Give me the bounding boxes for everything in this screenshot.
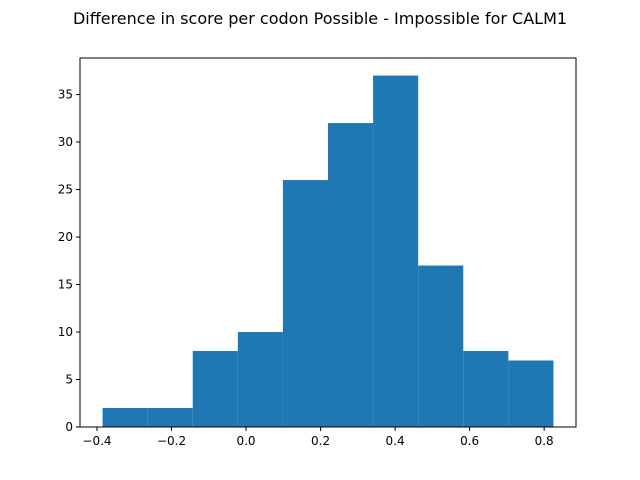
- histogram-bar-4: [282, 180, 329, 427]
- x-axis: −0.4 −0.2 0.0 0.2 0.4 0.6 0.8: [82, 427, 554, 448]
- y-tick-label: 15: [58, 278, 73, 292]
- histogram-bar-7: [418, 265, 464, 427]
- x-tick-label: 0.4: [386, 434, 405, 448]
- histogram-bar-6: [373, 75, 419, 428]
- y-tick-label: 5: [65, 373, 73, 387]
- y-tick-label: 0: [65, 420, 73, 434]
- y-axis: 0 5 10 15 20 25 30 35: [58, 88, 80, 434]
- histogram-bar-0: [102, 408, 148, 427]
- y-tick-label: 25: [58, 183, 73, 197]
- histogram-bar-3: [237, 332, 283, 427]
- y-tick-label: 35: [58, 88, 73, 102]
- histogram-bar-5: [328, 123, 374, 428]
- x-tick-label: −0.2: [157, 434, 186, 448]
- histogram-bar-2: [192, 351, 238, 427]
- x-tick-label: −0.4: [82, 434, 111, 448]
- chart-title: Difference in score per codon Possible -…: [73, 9, 567, 28]
- y-tick-label: 10: [58, 325, 73, 339]
- y-tick-label: 30: [58, 135, 73, 149]
- histogram-bar-1: [147, 408, 193, 427]
- x-tick-label: 0.2: [311, 434, 330, 448]
- histogram-bar-9: [508, 360, 554, 427]
- y-tick-label: 20: [58, 230, 73, 244]
- x-tick-label: 0.8: [535, 434, 554, 448]
- histogram-bar-8: [463, 351, 509, 427]
- histogram-bars: [102, 75, 554, 428]
- plot-frame: [79, 57, 577, 428]
- x-tick-label: 0.6: [460, 434, 479, 448]
- x-tick-label: 0.0: [236, 434, 255, 448]
